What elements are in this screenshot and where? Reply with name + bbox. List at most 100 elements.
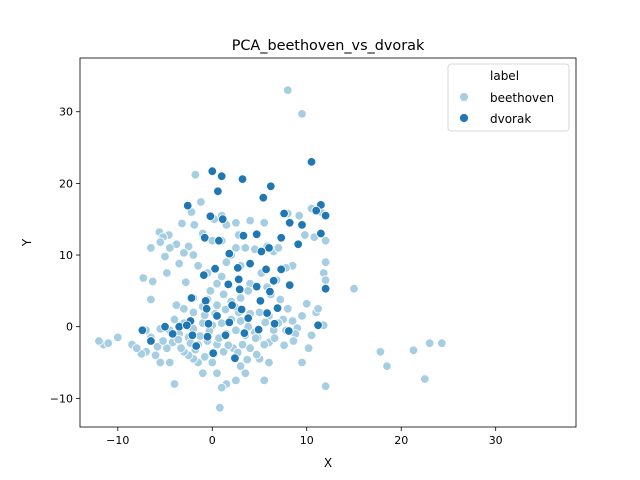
scatter-point-beethoven (424, 338, 435, 348)
scatter-point-beethoven (237, 339, 248, 350)
scatter-point-beethoven (240, 243, 251, 253)
scatter-point-beethoven (235, 361, 246, 371)
scatter-point-beethoven (177, 218, 187, 229)
scatter-point-dvorak (199, 233, 210, 243)
scatter-point-dvorak (320, 284, 331, 294)
scatter-point-beethoven (171, 300, 182, 310)
scatter-point-dvorak (167, 329, 178, 339)
legend-marker-dvorak (459, 113, 469, 123)
scatter-point-beethoven (294, 210, 304, 221)
scatter-point-beethoven (147, 276, 158, 287)
y-tick-label: 20 (59, 177, 73, 190)
scatter-point-beethoven (174, 258, 184, 269)
scatter-point-beethoven (212, 279, 222, 289)
scatter-point-beethoven (179, 304, 189, 314)
scatter-point-dvorak (253, 324, 264, 335)
y-axis-ticks: −10 0 10 20 30 (50, 106, 80, 405)
scatter-point-dvorak (258, 192, 269, 203)
scatter-point-dvorak (230, 353, 240, 363)
scatter-point-beethoven (218, 347, 229, 357)
scatter-point-beethoven (243, 286, 253, 296)
scatter-point-beethoven (160, 251, 170, 262)
scatter-point-beethoven (259, 375, 269, 386)
scatter-point-dvorak (262, 308, 272, 318)
chart-title: PCA_beethoven_vs_dvorak (232, 38, 425, 54)
legend-label-dvorak: dvorak (490, 112, 531, 126)
plot-frame (79, 57, 577, 428)
scatter-point-beethoven (320, 257, 331, 267)
scatter-point-beethoven (259, 339, 269, 350)
scatter-point-beethoven (231, 218, 241, 228)
scatter-point-beethoven (169, 314, 180, 325)
scatter-point-beethoven (264, 357, 274, 368)
points-layer (94, 85, 447, 413)
scatter-point-dvorak (207, 166, 218, 176)
y-tick-label: 30 (59, 106, 73, 119)
legend-box (447, 63, 570, 132)
scatter-point-beethoven (297, 357, 307, 368)
scatter-point-dvorak (236, 304, 247, 315)
scatter-point-beethoven (162, 268, 172, 278)
scatter-point-dvorak (252, 229, 262, 240)
scatter-point-beethoven (218, 289, 229, 300)
scatter-point-dvorak (297, 220, 307, 230)
x-tick-label: 0 (209, 434, 216, 447)
scatter-point-dvorak (203, 319, 214, 329)
scatter-point-beethoven (205, 286, 216, 296)
legend-marker-beethoven (459, 92, 469, 102)
scatter-point-beethoven (223, 340, 234, 351)
scatter-point-beethoven (408, 345, 419, 356)
y-tick-label: 0 (66, 321, 73, 334)
scatter-point-beethoven (375, 347, 386, 357)
scatter-point-beethoven (287, 316, 298, 326)
scatter-point-dvorak (269, 276, 279, 286)
scatter-point-beethoven (288, 336, 299, 346)
scatter-point-dvorak (266, 181, 276, 192)
scatter-point-beethoven (260, 317, 270, 328)
scatter-point-beethoven (169, 379, 180, 389)
scatter-point-beethoven (300, 230, 310, 240)
scatter-point-beethoven (165, 357, 175, 368)
scatter-point-beethoven (231, 375, 241, 386)
scatter-point-beethoven (231, 243, 241, 253)
scatter-point-dvorak (213, 186, 223, 197)
scatter-point-beethoven (320, 381, 331, 391)
scatter-point-beethoven (165, 243, 175, 253)
scatter-point-beethoven (273, 243, 284, 253)
scatter-point-beethoven (306, 330, 317, 341)
scatter-point-beethoven (250, 333, 261, 343)
y-tick-label: 10 (59, 249, 73, 262)
scatter-point-dvorak (220, 330, 231, 341)
scatter-point-beethoven (212, 300, 222, 310)
scatter-point-beethoven (215, 403, 225, 413)
scatter-point-beethoven (283, 304, 293, 314)
scatter-point-beethoven (320, 275, 331, 285)
scatter-point-beethoven (216, 382, 227, 393)
y-tick-label: −10 (50, 392, 73, 405)
scatter-point-dvorak (285, 280, 295, 290)
scatter-point-dvorak (316, 228, 326, 239)
scatter-point-beethoven (162, 343, 172, 353)
scatter-point-beethoven (313, 304, 323, 314)
scatter-point-beethoven (188, 307, 199, 318)
scatter-point-dvorak (239, 328, 250, 338)
scatter-point-dvorak (233, 263, 243, 273)
scatter-point-dvorak (186, 293, 197, 303)
scatter-point-beethoven (297, 109, 307, 119)
scatter-point-dvorak (261, 264, 271, 275)
scatter-point-dvorak (174, 322, 184, 332)
scatter-point-beethoven (437, 338, 447, 348)
scatter-point-dvorak (212, 311, 222, 321)
scatter-point-beethoven (183, 241, 194, 252)
scatter-point-beethoven (179, 248, 189, 258)
scatter-point-dvorak (320, 210, 331, 221)
scatter-point-dvorak (311, 205, 321, 216)
scatter-point-dvorak (238, 230, 249, 241)
scatter-point-dvorak (200, 296, 211, 306)
scatter-point-dvorak (187, 330, 198, 341)
scatter-point-beethoven (252, 349, 262, 360)
x-tick-label: 30 (489, 434, 503, 447)
scatter-point-beethoven (212, 368, 222, 379)
scatter-point-beethoven (382, 361, 392, 371)
